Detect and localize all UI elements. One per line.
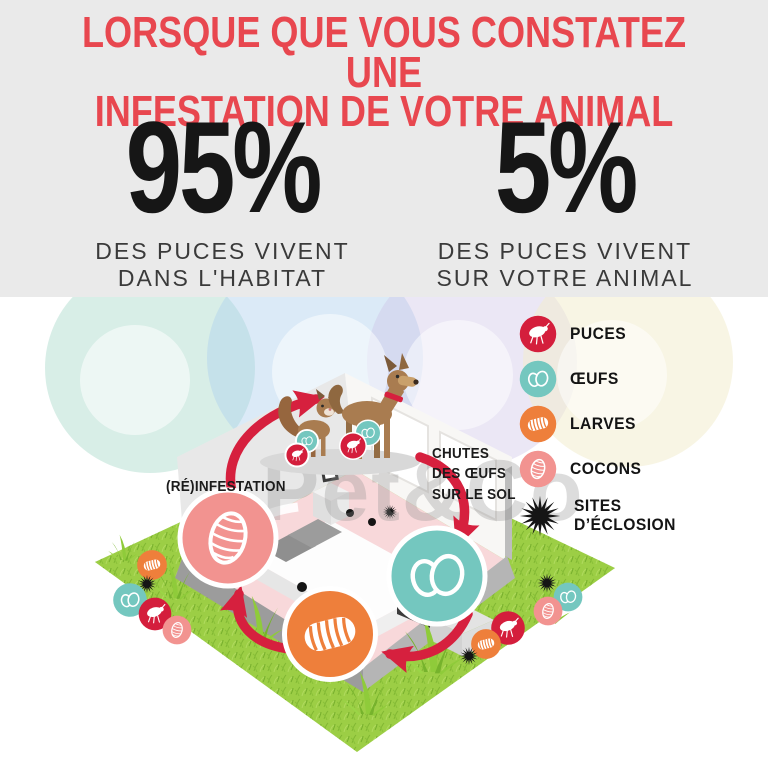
page-title-line1: LORSQUE QUE VOUS CONSTATEZ UNE — [81, 8, 687, 97]
stat-animal-caption-line2: SUR VOTRE ANIMAL — [436, 264, 694, 291]
legend-row-larves: LARVES — [519, 405, 719, 443]
eggs-fall-label: CHUTES DES ŒUFS SUR LE SOL — [432, 444, 516, 505]
arrow-eggs-to-larva — [381, 609, 473, 673]
page-title: LORSQUE QUE VOUS CONSTATEZ UNE INFESTATI… — [69, 8, 699, 137]
room-right-wall-edge — [505, 466, 512, 560]
header-band: LORSQUE QUE VOUS CONSTATEZ UNE INFESTATI… — [0, 0, 768, 297]
legend-row-sites-eclosion: SITES D’ÉCLOSION — [519, 495, 719, 537]
legend-label-sites-eclosion: SITES D’ÉCLOSION — [574, 496, 676, 534]
pet-platform — [260, 449, 420, 475]
eggs-fall-label-line1: CHUTES — [432, 445, 490, 462]
arrow-larva-to-cocoon — [220, 585, 295, 654]
stat-animal-value: 5% — [494, 94, 638, 240]
legend-label-puces: PUCES — [570, 323, 627, 343]
legend-label-oeufs: ŒUFS — [570, 368, 619, 388]
legend-row-oeufs: ŒUFS — [519, 360, 719, 398]
cycle-stage-circles — [177, 487, 488, 682]
stat-habitat: 95% DES PUCES VIVENT DANS L'HABITAT — [55, 102, 390, 291]
legend-label-larves: LARVES — [570, 413, 636, 433]
stat-animal: 5% DES PUCES VIVENT SUR VOTRE ANIMAL — [405, 102, 725, 291]
dog-illustration — [328, 353, 419, 460]
flea-icon — [519, 315, 557, 353]
cocoon-icon — [519, 450, 557, 488]
arrow-eggs-fall — [415, 452, 480, 549]
cocoon-stage-circle — [177, 487, 279, 589]
eggs-stage-circle — [386, 525, 488, 627]
larva-stage-circle — [282, 586, 378, 682]
cycle-arrows — [220, 390, 480, 673]
legend-row-cocons: COCONS — [519, 450, 719, 488]
cat-flea-badge — [284, 442, 310, 468]
legend-label-cocons: COCONS — [570, 458, 642, 478]
stat-habitat-caption: DES PUCES VIVENT DANS L'HABITAT — [55, 238, 390, 291]
stat-animal-caption-line1: DES PUCES VIVENT — [437, 238, 693, 264]
cat-illustration — [278, 388, 336, 468]
dog-flea-badge — [339, 432, 367, 460]
arrow-reinfestation — [225, 390, 325, 497]
hatch-sites-icon — [519, 495, 561, 537]
legend-row-puces: PUCES — [519, 315, 719, 353]
stat-habitat-value: 95% — [125, 94, 323, 240]
stat-habitat-caption-line2: DANS L'HABITAT — [117, 264, 328, 291]
eggs-fall-label-line2: DES ŒUFS — [432, 465, 507, 483]
stat-habitat-caption-line1: DES PUCES VIVENT — [95, 238, 350, 264]
page-title-line2: INFESTATION DE VOTRE ANIMAL — [94, 87, 674, 137]
eggs-icon — [519, 360, 557, 398]
larva-icon — [519, 405, 557, 443]
eggs-fall-label-line3: SUR LE SOL — [432, 485, 516, 503]
reinfestation-label: (RÉ)INFESTATION — [166, 478, 286, 495]
stat-animal-caption: DES PUCES VIVENT SUR VOTRE ANIMAL — [405, 238, 725, 291]
legend: PUCES ŒUFS LARVES COCONS SITES D’ÉCLOSIO… — [519, 315, 719, 544]
